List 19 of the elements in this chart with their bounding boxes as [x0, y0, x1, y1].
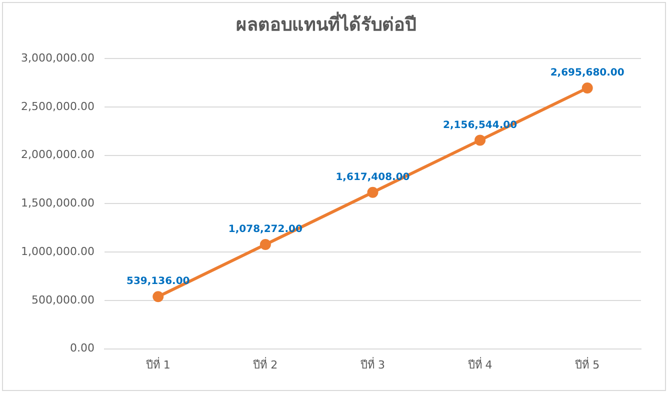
- point: [367, 186, 378, 198]
- point: [582, 82, 593, 94]
- y-tick-label: 2,500,000.00: [20, 100, 94, 113]
- point: [474, 134, 486, 146]
- y-tick-label: 0.00: [70, 342, 94, 355]
- point: [152, 291, 164, 302]
- point: [260, 238, 271, 250]
- y-tick-label: 500,000.00: [31, 293, 94, 306]
- y-tick-label: 3,000,000.00: [20, 51, 94, 64]
- y-tick-label: 1,500,000.00: [20, 196, 94, 210]
- data-label: 2,695,680.00: [550, 68, 624, 79]
- x-tick-label: ปีที่ 1: [144, 356, 170, 372]
- y-tick-label: 1,000,000.00: [20, 244, 94, 258]
- x-tick-label: ปีที่ 4: [466, 356, 492, 372]
- chart-title: ผลตอบแทนที่ได้รับต่อปี: [236, 11, 416, 36]
- x-tick-label: ปีที่ 2: [252, 356, 278, 372]
- x-tick-label: ปีที่ 5: [574, 356, 600, 372]
- x-tick-label: ปีที่ 3: [359, 356, 385, 372]
- y-tick-label: 2,000,000.00: [20, 148, 94, 162]
